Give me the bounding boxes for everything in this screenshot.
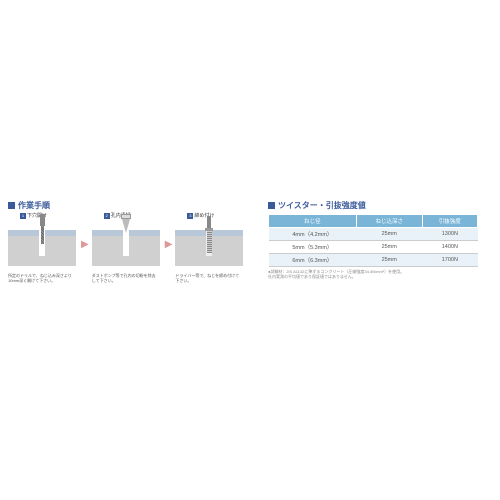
- table-note: ●試験材：JIS A1132に準ずるコンクリート（圧縮強度34.4N/mm²）を…: [268, 269, 500, 279]
- cell-diameter: 4mm（4.2mm）: [269, 228, 357, 241]
- arrow-icon: ▶: [81, 239, 89, 258]
- arrow-icon: ▶: [165, 239, 173, 258]
- pump-icon: [120, 214, 132, 234]
- note-line-2: 社内実測の平均値であり保証値ではありません。: [268, 274, 500, 279]
- col-diameter: ねじ径: [269, 215, 357, 228]
- strength-table: ねじ径 ねじ込深さ 引抜強度 4mm（4.2mm） 25mm 1300N 5mm…: [268, 214, 478, 267]
- col-depth: ねじ込深さ: [356, 215, 422, 228]
- cell-depth: 25mm: [356, 241, 422, 254]
- drill-icon: [38, 214, 46, 242]
- col-strength: 引抜強度: [422, 215, 477, 228]
- step-2: 2 孔内清掃 ダストポンプ等で孔内の切粉を除去して下さい。: [92, 214, 162, 283]
- cell-strength: 1400N: [422, 241, 477, 254]
- table-row: 6mm（6.3mm） 25mm 1700N: [269, 254, 478, 267]
- table-header-row: ねじ径 ねじ込深さ 引抜強度: [269, 215, 478, 228]
- cell-depth: 25mm: [356, 254, 422, 267]
- step-3-caption: ドライバー等で、ねじを締め付けて下さい。: [175, 273, 241, 283]
- procedure-title-text: 作業手順: [18, 200, 50, 211]
- strength-title-text: ツイスター・引抜強度値: [278, 200, 366, 211]
- steps-row: 1 下穴開け 所定のドリルで、ねじ込み深さより10mm深く開けて下さい。 ▶: [8, 214, 260, 283]
- screw-icon: [204, 216, 214, 258]
- cell-depth: 25mm: [356, 228, 422, 241]
- procedure-title: 作業手順: [8, 200, 260, 211]
- cell-strength: 1700N: [422, 254, 477, 267]
- title-marker-icon: [8, 202, 15, 209]
- step-3-diagram: [175, 214, 243, 272]
- cell-diameter: 5mm（5.3mm）: [269, 241, 357, 254]
- strength-section: ツイスター・引抜強度値 ねじ径 ねじ込深さ 引抜強度 4mm（4.2mm） 25…: [260, 200, 500, 300]
- cell-diameter: 6mm（6.3mm）: [269, 254, 357, 267]
- strength-title: ツイスター・引抜強度値: [268, 200, 500, 211]
- step-3: 3 締め付け ドライバー等で、ねじを締め付けて下さい。: [175, 214, 245, 283]
- procedure-section: 作業手順 1 下穴開け 所定のドリルで、ねじ込み深さより10mm深く開けて: [0, 200, 260, 300]
- step-1-caption: 所定のドリルで、ねじ込み深さより10mm深く開けて下さい。: [8, 273, 74, 283]
- table-row: 5mm（5.3mm） 25mm 1400N: [269, 241, 478, 254]
- step-2-diagram: [92, 214, 160, 272]
- step-1: 1 下穴開け 所定のドリルで、ねじ込み深さより10mm深く開けて下さい。: [8, 214, 78, 283]
- cell-strength: 1300N: [422, 228, 477, 241]
- step-1-diagram: [8, 214, 76, 272]
- table-row: 4mm（4.2mm） 25mm 1300N: [269, 228, 478, 241]
- step-2-caption: ダストポンプ等で孔内の切粉を除去して下さい。: [92, 273, 158, 283]
- title-marker-icon: [268, 202, 275, 209]
